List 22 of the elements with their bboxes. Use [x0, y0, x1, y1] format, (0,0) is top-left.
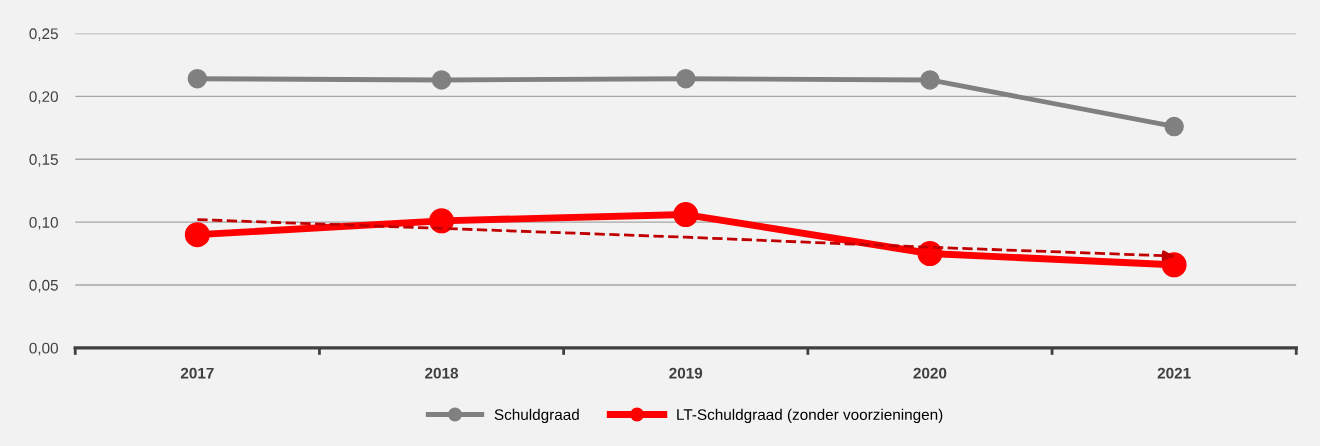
- point: [673, 202, 699, 228]
- x-tick-label: 2017: [180, 367, 214, 379]
- point: [429, 208, 455, 234]
- y-tick-label: 0,10: [29, 216, 58, 230]
- point: [676, 69, 696, 89]
- y-tick-label: 0,25: [29, 28, 58, 41]
- x-tick-label: 2020: [913, 367, 947, 379]
- y-tick-label: 0,15: [29, 154, 58, 167]
- x-tick-label: 2019: [669, 367, 703, 379]
- x-tick-label: 2018: [425, 367, 459, 379]
- point: [920, 70, 940, 90]
- y-tick-label: 0,00: [29, 342, 58, 356]
- point: [917, 241, 943, 267]
- legend-label: LT-Schuldgraad (zonder voorzieningen): [677, 408, 943, 424]
- point: [1164, 116, 1184, 137]
- point: [184, 222, 210, 248]
- point: [187, 69, 208, 89]
- y-tick-label: 0,20: [29, 91, 58, 104]
- legend-label: Schuldgraad: [494, 408, 579, 424]
- point: [431, 70, 452, 90]
- y-tick-label: 0,05: [29, 279, 58, 293]
- x-tick-label: 2021: [1157, 367, 1191, 379]
